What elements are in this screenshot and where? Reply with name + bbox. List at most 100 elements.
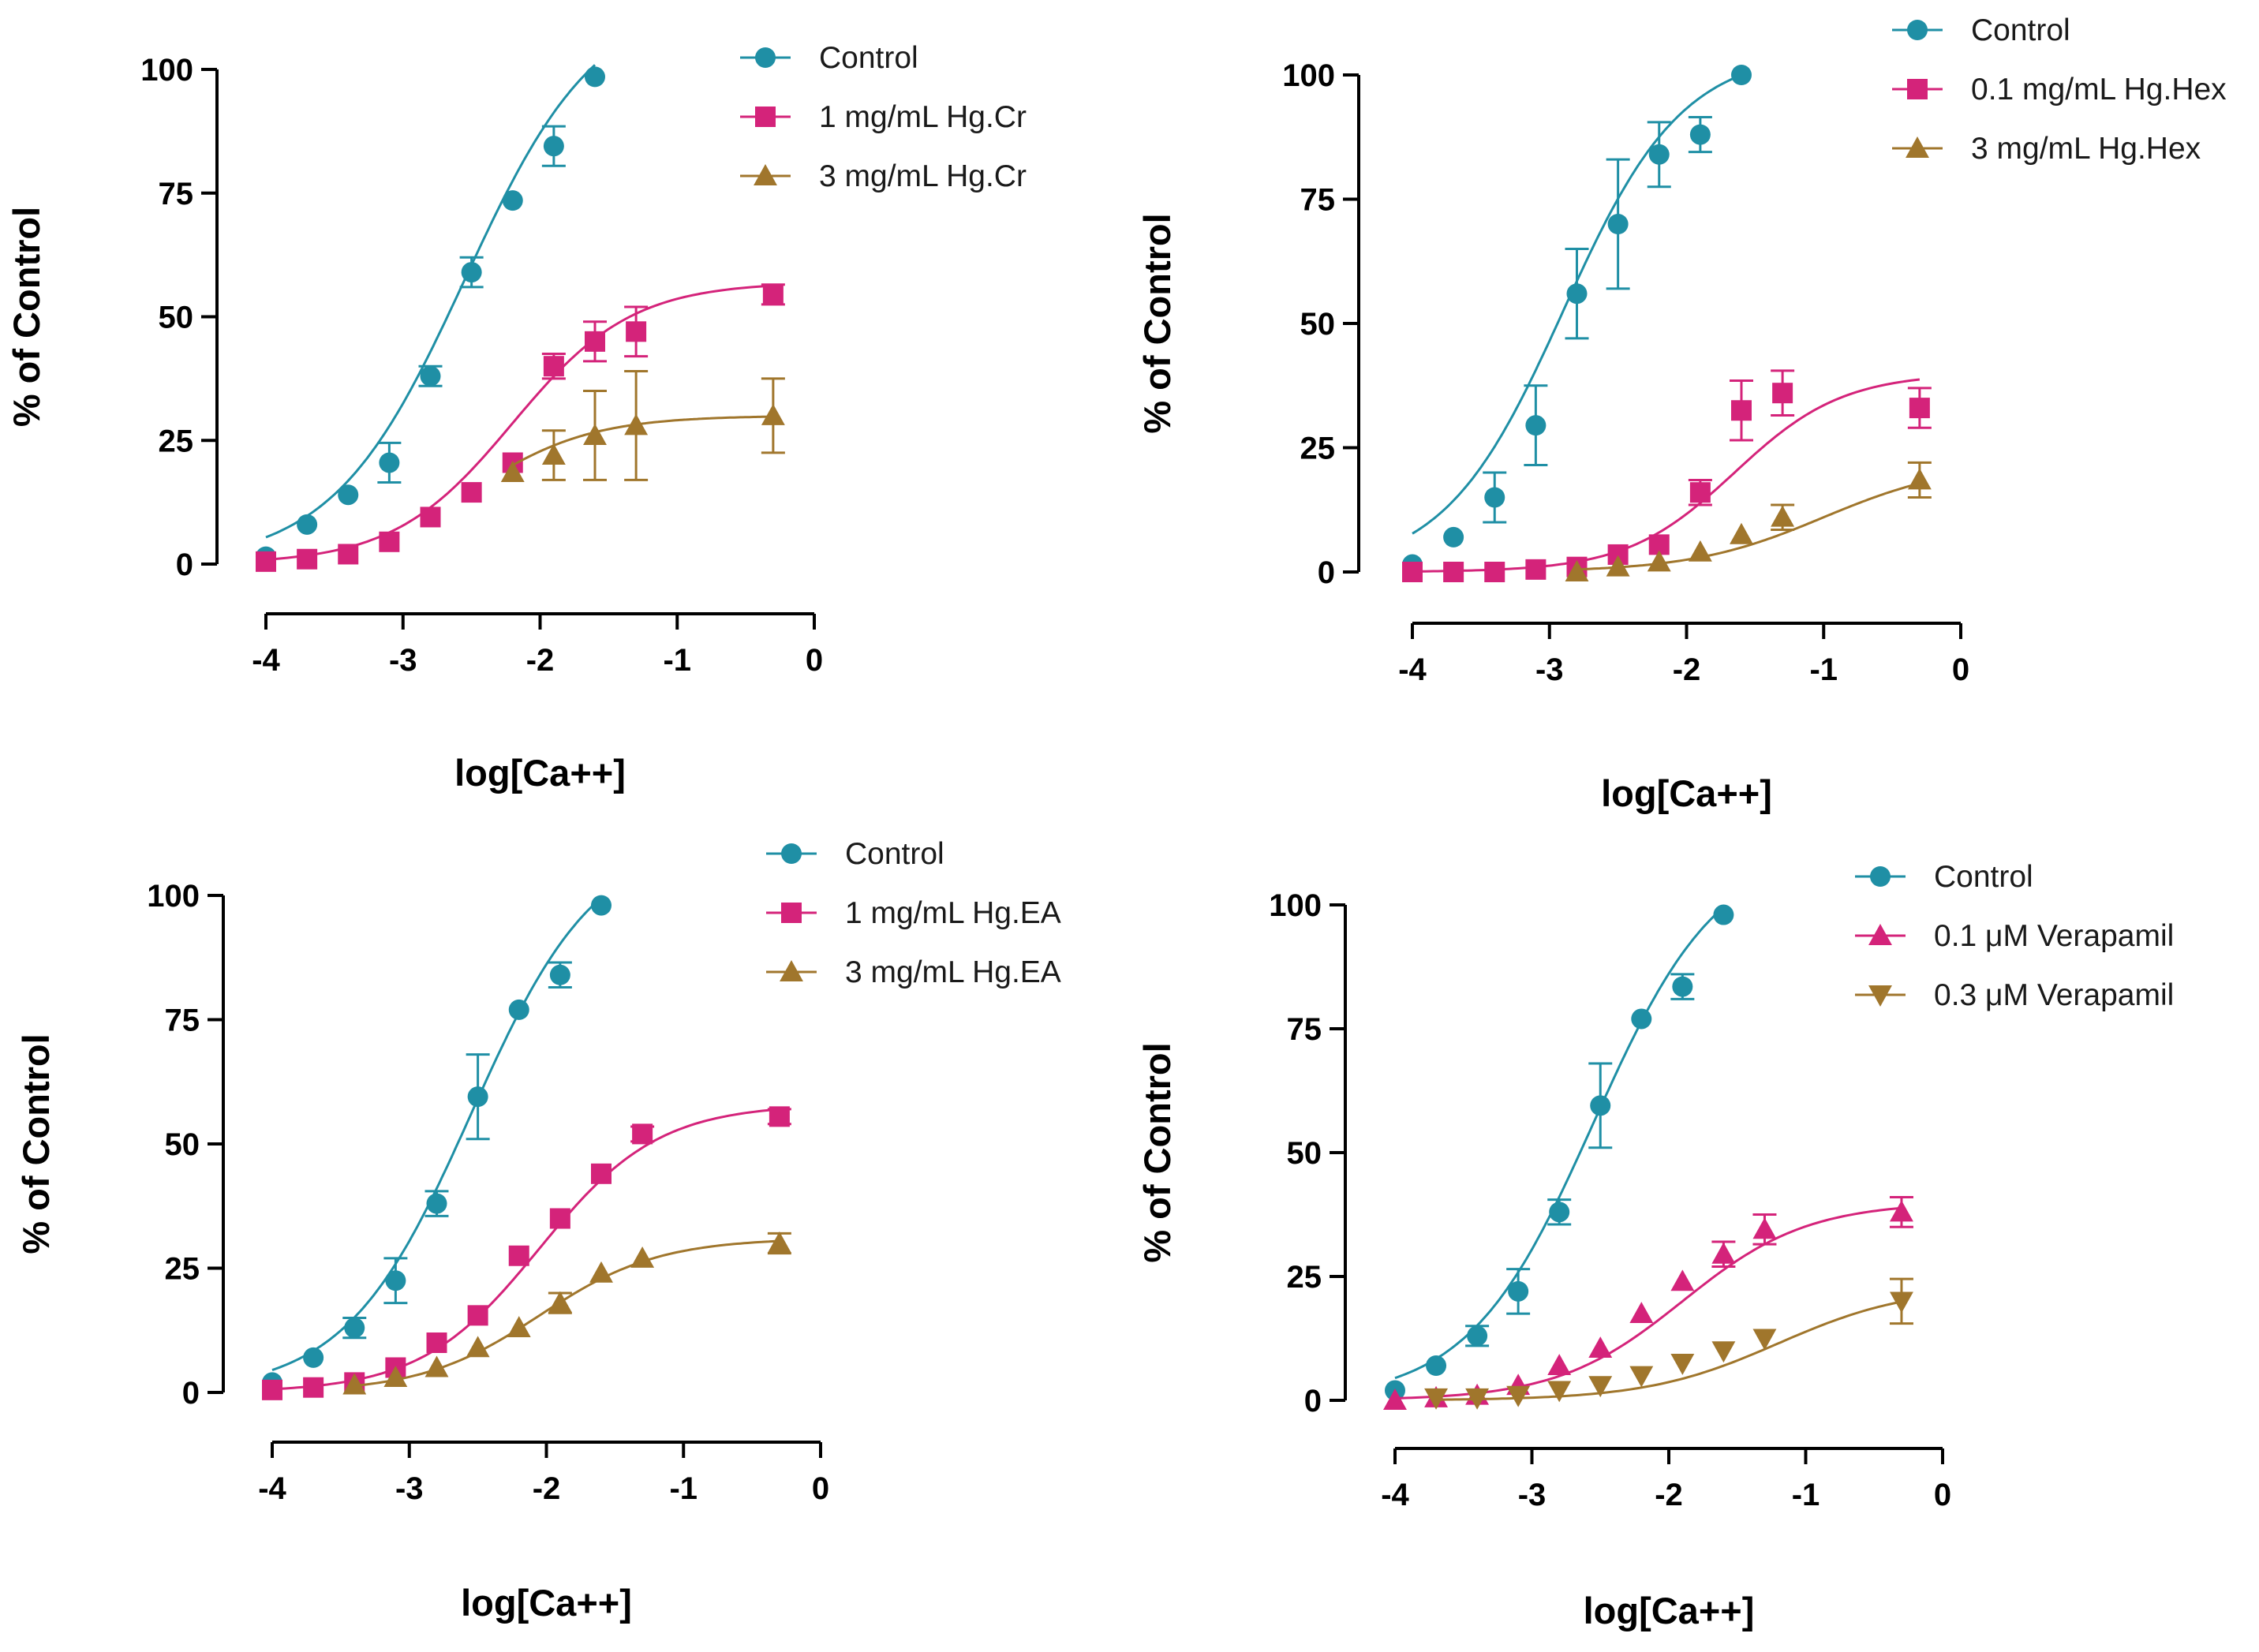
- data-point: [1525, 559, 1547, 580]
- data-point: [626, 321, 647, 342]
- y-tick-label: 100: [1282, 58, 1335, 93]
- y-tick-label: 50: [1300, 307, 1336, 342]
- data-point: [1731, 65, 1752, 85]
- data-point: [303, 1377, 324, 1398]
- x-tick-label: -3: [395, 1471, 424, 1506]
- data-point: [1606, 555, 1630, 577]
- legend-marker: [1868, 985, 1892, 1007]
- data-point: [549, 1208, 570, 1229]
- data-point: [297, 548, 318, 570]
- series-3: [342, 1232, 791, 1395]
- data-point: [467, 1086, 488, 1108]
- series-2: [1383, 1196, 1913, 1410]
- data-point: [1402, 562, 1423, 582]
- legend-label: 0.1 mg/mL Hg.Hex: [1971, 73, 2227, 107]
- data-point: [379, 452, 400, 473]
- y-tick-label: 100: [147, 879, 200, 914]
- legend: Control 1 mg/mL Hg.EA 3 mg/mL Hg.EA: [766, 837, 1061, 989]
- data-point: [1689, 482, 1711, 503]
- legend-label: 0.3 μM Verapamil: [1934, 978, 2174, 1012]
- legend-marker: [1907, 20, 1928, 40]
- fit-curve: [265, 64, 597, 539]
- data-point: [461, 262, 482, 283]
- data-point: [1467, 1325, 1488, 1347]
- data-point: [502, 190, 523, 211]
- data-point: [385, 1270, 406, 1291]
- x-tick-label: -1: [663, 643, 691, 678]
- data-point: [297, 514, 318, 535]
- data-point: [1465, 1388, 1490, 1410]
- data-point: [338, 544, 359, 565]
- fit-curve: [1435, 1300, 1902, 1401]
- x-axis-title: log[Ca++]: [1601, 772, 1772, 814]
- data-point: [1484, 562, 1505, 582]
- data-point: [630, 1246, 655, 1268]
- data-point: [1670, 1353, 1695, 1375]
- legend-label: 0.1 μM Verapamil: [1934, 919, 2174, 953]
- legend-label: Control: [1934, 860, 2033, 894]
- data-point: [342, 1373, 367, 1395]
- data-point: [466, 1336, 490, 1358]
- data-point: [543, 136, 564, 157]
- y-tick-label: 75: [165, 1004, 200, 1038]
- data-point: [543, 356, 564, 377]
- chart-panel-3: 0 25 50 75 100 -4 -3 -2 -1 0 log[Ca++] % of Control…: [15, 837, 1061, 1624]
- data-point: [426, 1193, 447, 1214]
- x-tick-label: -1: [1792, 1478, 1820, 1512]
- data-point: [1631, 1008, 1652, 1030]
- series-3: [1424, 1277, 1913, 1410]
- x-tick-label: -4: [1398, 652, 1427, 687]
- fit-curve: [265, 284, 773, 561]
- legend-marker: [1868, 924, 1892, 945]
- legend-label: Control: [1971, 13, 2070, 47]
- series-3: [500, 369, 785, 482]
- data-point: [1565, 560, 1589, 581]
- legend-marker: [755, 107, 776, 127]
- data-point: [1711, 1341, 1736, 1363]
- y-tick-label: 75: [1300, 183, 1336, 218]
- data-point: [344, 1317, 365, 1339]
- x-tick-label: 0: [1934, 1478, 1951, 1512]
- x-tick-label: -2: [533, 1471, 561, 1506]
- x-tick-label: -3: [389, 643, 417, 678]
- series-1: [262, 895, 612, 1393]
- data-point: [762, 284, 784, 305]
- data-point: [507, 1316, 531, 1338]
- data-point: [420, 506, 441, 528]
- y-tick-label: 0: [1304, 1384, 1322, 1418]
- y-tick-label: 100: [140, 53, 193, 88]
- series-3: [1565, 461, 1932, 581]
- data-point: [769, 1106, 790, 1127]
- data-point: [461, 482, 482, 503]
- legend-marker: [754, 164, 777, 185]
- data-point: [1730, 522, 1753, 544]
- y-tick-label: 50: [159, 301, 194, 335]
- y-tick-label: 75: [159, 177, 194, 211]
- series-2: [262, 1106, 791, 1400]
- data-point: [1890, 1291, 1913, 1314]
- y-axis-title: % of Control: [6, 207, 47, 427]
- data-point: [583, 424, 607, 445]
- data-point: [303, 1347, 324, 1368]
- data-point: [1752, 1217, 1777, 1239]
- data-point: [585, 66, 605, 88]
- x-tick-label: -4: [258, 1471, 286, 1506]
- data-point: [1383, 1389, 1407, 1410]
- data-point: [1525, 415, 1547, 436]
- data-point: [1909, 398, 1930, 419]
- x-tick-label: -2: [526, 643, 555, 678]
- y-tick-label: 25: [159, 424, 194, 458]
- data-point: [589, 1261, 613, 1283]
- legend-label: Control: [819, 41, 918, 75]
- data-point: [256, 551, 276, 572]
- data-point: [1890, 1200, 1913, 1222]
- data-point: [338, 484, 359, 506]
- legend-marker: [1870, 866, 1891, 887]
- fit-curve: [1576, 482, 1921, 571]
- y-tick-label: 50: [1287, 1136, 1322, 1171]
- x-tick-label: -4: [1381, 1478, 1409, 1512]
- x-tick-label: -3: [1535, 652, 1564, 687]
- data-point: [1588, 1376, 1613, 1398]
- data-point: [585, 331, 605, 352]
